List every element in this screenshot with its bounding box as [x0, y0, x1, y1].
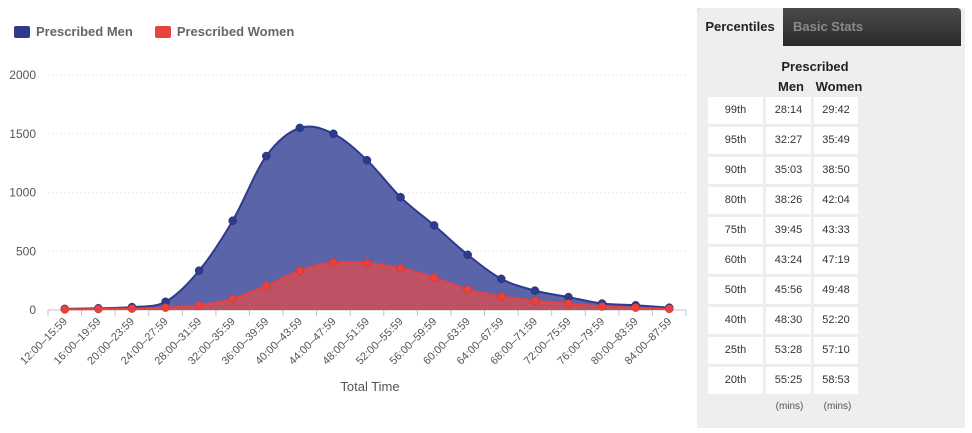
legend-label-men: Prescribed Men [36, 24, 133, 39]
percentile-cell: 80th [708, 187, 763, 214]
percentile-cell: 50th [708, 277, 763, 304]
legend-swatch-women [154, 25, 171, 38]
legend-swatch-men [14, 25, 30, 38]
men-time-cell: 48:30 [766, 307, 811, 334]
point-women[interactable] [664, 304, 674, 314]
women-time-cell: 29:42 [814, 97, 858, 124]
point-women[interactable] [329, 258, 338, 267]
x-axis-title: Total Time [340, 379, 400, 394]
prescribed-header: Prescribed [781, 59, 849, 74]
point-women[interactable] [497, 292, 506, 301]
table-row: 75th 39:45 43:33 [708, 217, 861, 247]
point-women[interactable] [631, 303, 640, 312]
men-time-cell: 45:56 [766, 277, 811, 304]
point-women[interactable] [530, 296, 540, 305]
point-women[interactable] [564, 299, 573, 308]
percentile-cell: 99th [708, 97, 763, 124]
point-women[interactable] [463, 285, 472, 294]
point-men[interactable] [295, 123, 305, 133]
percentile-cell: 40th [708, 307, 763, 334]
point-women[interactable] [396, 264, 405, 273]
percentile-cell: 75th [708, 217, 763, 244]
point-women[interactable] [429, 273, 439, 282]
point-women[interactable] [194, 301, 204, 310]
women-time-cell: 49:48 [814, 277, 858, 304]
table-row: 40th 48:30 52:20 [708, 307, 861, 337]
percentile-cell: 25th [708, 337, 763, 364]
percentile-cell: 60th [708, 247, 763, 274]
legend: Prescribed Men Prescribed Women [14, 24, 294, 39]
point-women[interactable] [94, 304, 103, 314]
table-row: 60th 43:24 47:19 [708, 247, 861, 277]
men-time-cell: 28:14 [766, 97, 811, 124]
y-tick-label: 1000 [9, 186, 36, 200]
men-time-cell: 53:28 [766, 337, 811, 364]
men-units: (mins) [775, 401, 804, 412]
point-women[interactable] [597, 302, 607, 311]
point-men[interactable] [329, 129, 338, 138]
point-men[interactable] [228, 216, 237, 225]
point-women[interactable] [262, 281, 271, 291]
point-women[interactable] [362, 258, 372, 268]
legend-item-women[interactable]: Prescribed Women [154, 24, 295, 39]
point-men[interactable] [463, 250, 472, 260]
point-women[interactable] [60, 305, 70, 314]
men-column-header: Men [778, 79, 804, 94]
area-men [64, 126, 670, 310]
point-women[interactable] [161, 303, 170, 312]
percentile-cell: 95th [708, 127, 763, 154]
point-men[interactable] [396, 192, 405, 202]
y-tick-label: 0 [29, 303, 36, 317]
point-men[interactable] [429, 221, 439, 230]
percentile-cell: 90th [708, 157, 763, 184]
women-column-header: Women [815, 79, 863, 94]
table-row: 50th 45:56 49:48 [708, 277, 861, 307]
men-time-cell: 43:24 [766, 247, 811, 274]
table-row: 95th 32:27 35:49 [708, 127, 861, 157]
table-row: 90th 35:03 38:50 [708, 157, 861, 187]
legend-label-women: Prescribed Women [176, 24, 295, 39]
women-time-cell: 57:10 [814, 337, 858, 364]
women-time-cell: 42:04 [814, 187, 858, 214]
percentile-table: 99th 28:14 29:42 95th 32:27 35:49 90th 35:03 38:… [708, 97, 861, 397]
y-tick-label: 2000 [9, 68, 36, 82]
women-time-cell: 58:53 [814, 367, 858, 394]
point-women[interactable] [228, 294, 237, 304]
tab-bar: Percentiles Basic Stats [697, 8, 961, 46]
women-time-cell: 38:50 [814, 157, 858, 184]
table-row: 20th 55:25 58:53 [708, 367, 861, 397]
women-time-cell: 43:33 [814, 217, 858, 244]
women-units: (mins) [823, 401, 852, 412]
men-time-cell: 35:03 [766, 157, 811, 184]
stats-panel: Percentiles Basic Stats Prescribed Men W… [697, 8, 965, 428]
legend-item-men[interactable]: Prescribed Men [14, 24, 133, 39]
area-women [64, 261, 670, 310]
women-time-cell: 52:20 [814, 307, 858, 334]
tab-percentiles[interactable]: Percentiles [697, 8, 783, 46]
point-men[interactable] [497, 274, 506, 284]
percentile-cell: 20th [708, 367, 763, 394]
point-men[interactable] [194, 266, 204, 275]
point-women[interactable] [127, 304, 137, 313]
y-tick-label: 500 [16, 244, 36, 258]
table-row: 99th 28:14 29:42 [708, 97, 861, 127]
men-time-cell: 32:27 [766, 127, 811, 154]
men-time-cell: 55:25 [766, 367, 811, 394]
chart-area: Prescribed Men Prescribed Women 0 500 1000… [9, 24, 687, 394]
y-tick-label: 1500 [9, 127, 36, 141]
table-row: 25th 53:28 57:10 [708, 337, 861, 367]
men-time-cell: 38:26 [766, 187, 811, 214]
point-men[interactable] [530, 286, 540, 295]
women-time-cell: 35:49 [814, 127, 858, 154]
point-men[interactable] [362, 155, 372, 165]
point-men[interactable] [262, 151, 271, 161]
area-chart: 050010001500200012:00–15:5916:00–19:5920… [9, 68, 687, 367]
tab-basic-stats[interactable]: Basic Stats [793, 19, 864, 34]
men-time-cell: 39:45 [766, 217, 811, 244]
women-time-cell: 47:19 [814, 247, 858, 274]
point-women[interactable] [295, 266, 305, 275]
table-row: 80th 38:26 42:04 [708, 187, 861, 217]
